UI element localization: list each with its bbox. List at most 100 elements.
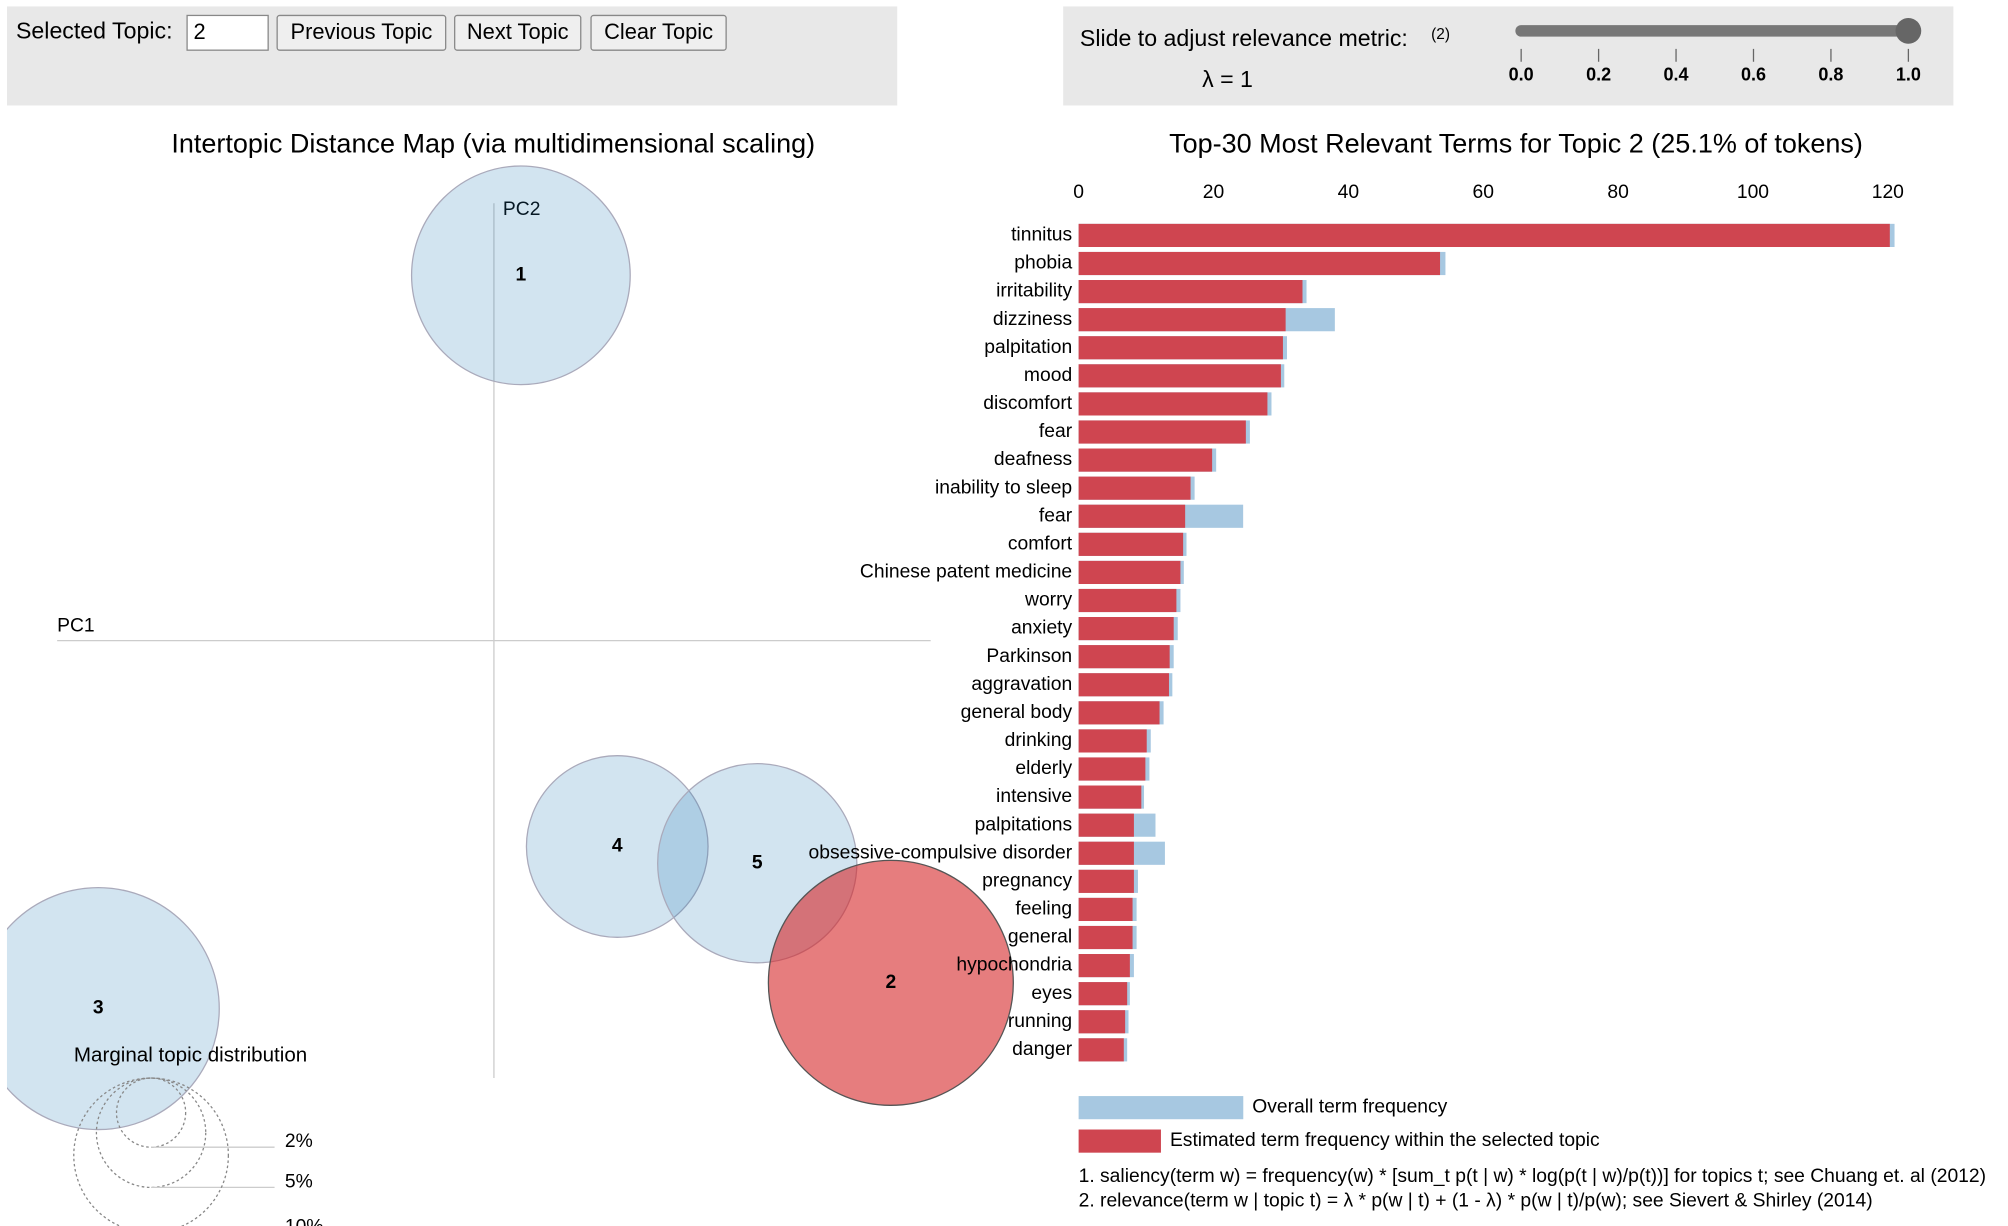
topic-input[interactable] bbox=[186, 14, 269, 51]
term-label[interactable]: pregnancy bbox=[982, 870, 1072, 891]
legend-label: Overall term frequency bbox=[1252, 1097, 1447, 1118]
term-bar bbox=[1078, 673, 1169, 697]
slider-handle[interactable] bbox=[1895, 18, 1922, 44]
term-bar bbox=[1078, 308, 1286, 332]
size-legend-label: 5% bbox=[285, 1171, 313, 1192]
term-label[interactable]: tinnitus bbox=[1011, 225, 1072, 246]
term-label[interactable]: danger bbox=[1012, 1039, 1073, 1060]
button-label[interactable]: Clear Topic bbox=[604, 19, 713, 44]
term-label[interactable]: intensive bbox=[996, 786, 1072, 807]
term-bar bbox=[1078, 869, 1134, 893]
slider-tick-label: 0.8 bbox=[1818, 65, 1843, 85]
term-label[interactable]: inability to sleep bbox=[935, 477, 1072, 498]
term-label[interactable]: worry bbox=[1024, 590, 1072, 611]
x-tick-label: 60 bbox=[1472, 182, 1493, 203]
size-legend-title: Marginal topic distribution bbox=[74, 1044, 307, 1067]
term-bar bbox=[1078, 1010, 1126, 1034]
button-label[interactable]: Previous Topic bbox=[291, 19, 433, 44]
term-label[interactable]: eyes bbox=[1031, 983, 1072, 1004]
term-bar bbox=[1078, 280, 1303, 304]
term-bar bbox=[1078, 364, 1281, 388]
size-legend-circle bbox=[115, 1077, 187, 1148]
term-label[interactable]: discomfort bbox=[983, 393, 1073, 414]
term-label[interactable]: dizziness bbox=[993, 309, 1072, 330]
term-label[interactable]: Parkinson bbox=[986, 646, 1072, 667]
term-bar bbox=[1078, 701, 1160, 725]
button-label[interactable]: Next Topic bbox=[467, 19, 569, 44]
legend-swatch bbox=[1078, 1096, 1244, 1120]
lambda-label: λ = 1 bbox=[1202, 66, 1253, 92]
x-tick-label: 40 bbox=[1338, 182, 1359, 203]
term-bar bbox=[1078, 560, 1181, 585]
topic-label: 4 bbox=[612, 836, 623, 857]
term-bar bbox=[1078, 336, 1283, 360]
chart-title: Intertopic Distance Map (via multidimens… bbox=[171, 129, 815, 159]
term-label[interactable]: general bbox=[1008, 927, 1072, 948]
term-label[interactable]: drinking bbox=[1005, 730, 1073, 751]
term-label[interactable]: palpitation bbox=[984, 337, 1072, 358]
term-bar bbox=[1078, 897, 1133, 922]
term-label[interactable]: running bbox=[1008, 1011, 1072, 1032]
term-label[interactable]: deafness bbox=[994, 449, 1072, 470]
term-bar bbox=[1078, 645, 1170, 669]
term-bar bbox=[1078, 1038, 1124, 1062]
x-tick-label: 20 bbox=[1203, 182, 1224, 203]
size-legend-label: 10% bbox=[285, 1217, 324, 1226]
chart-title: Top-30 Most Relevant Terms for Topic 2 (… bbox=[1169, 129, 1863, 159]
slider-panel bbox=[1063, 6, 1954, 106]
term-bar bbox=[1078, 982, 1128, 1006]
size-legend-circle bbox=[73, 1077, 229, 1226]
bubbles bbox=[0, 165, 1014, 1131]
legend-label: Estimated term frequency within the sele… bbox=[1170, 1130, 1600, 1151]
topic-bubble[interactable] bbox=[0, 886, 220, 1131]
topic-input-value[interactable]: 2 bbox=[194, 19, 206, 44]
term-bar bbox=[1078, 223, 1890, 248]
footnote: 2. relevance(term w | topic t) = λ * p(w… bbox=[1079, 1191, 1873, 1212]
topic-label: 5 bbox=[752, 852, 763, 873]
term-bar bbox=[1078, 757, 1146, 781]
term-bar bbox=[1078, 925, 1133, 950]
term-bar bbox=[1078, 448, 1213, 472]
topic-bubble[interactable] bbox=[410, 165, 631, 386]
term-bar bbox=[1078, 785, 1142, 809]
term-bar bbox=[1078, 392, 1268, 416]
selected-topic-label: Selected Topic: bbox=[16, 17, 173, 43]
slider-label: Slide to adjust relevance metric: bbox=[1080, 25, 1408, 51]
term-label[interactable]: elderly bbox=[1015, 758, 1072, 779]
term-label[interactable]: aggravation bbox=[971, 674, 1072, 695]
term-bar bbox=[1078, 588, 1177, 613]
term-label[interactable]: irritability bbox=[996, 281, 1072, 302]
term-bar bbox=[1078, 954, 1130, 978]
term-label[interactable]: fear bbox=[1039, 421, 1073, 442]
term-label[interactable]: phobia bbox=[1014, 253, 1072, 274]
topic-label: 1 bbox=[516, 264, 527, 285]
term-label[interactable]: fear bbox=[1039, 505, 1073, 526]
term-label[interactable]: obsessive-compulsive disorder bbox=[809, 842, 1073, 863]
slider-tick-label: 0.4 bbox=[1664, 65, 1689, 85]
term-label[interactable]: anxiety bbox=[1011, 618, 1072, 639]
term-bar bbox=[1078, 476, 1191, 500]
button[interactable] bbox=[454, 14, 582, 51]
term-label[interactable]: palpitations bbox=[975, 814, 1073, 835]
term-label[interactable]: general body bbox=[961, 702, 1073, 723]
term-bar bbox=[1078, 729, 1147, 753]
button[interactable] bbox=[590, 14, 727, 51]
topic-bubble[interactable] bbox=[525, 755, 709, 938]
term-label[interactable]: hypochondria bbox=[956, 955, 1072, 976]
term-label[interactable]: comfort bbox=[1008, 533, 1073, 554]
term-label[interactable]: mood bbox=[1024, 365, 1072, 386]
slider-note: (2) bbox=[1431, 26, 1450, 43]
legend-swatch bbox=[1078, 1129, 1161, 1153]
term-label[interactable]: feeling bbox=[1015, 899, 1072, 920]
axis-label: PC1 bbox=[57, 616, 95, 637]
slider-tick-label: 0.2 bbox=[1586, 65, 1611, 85]
slider-tick-label: 0.6 bbox=[1741, 65, 1766, 85]
term-bar bbox=[1078, 251, 1441, 276]
term-label[interactable]: Chinese patent medicine bbox=[860, 562, 1072, 583]
topic-panel bbox=[6, 6, 898, 106]
button[interactable] bbox=[276, 14, 447, 51]
size-legend-label: 2% bbox=[285, 1131, 313, 1152]
topic-bubble[interactable] bbox=[767, 859, 1014, 1106]
topic-label: 3 bbox=[93, 998, 104, 1019]
